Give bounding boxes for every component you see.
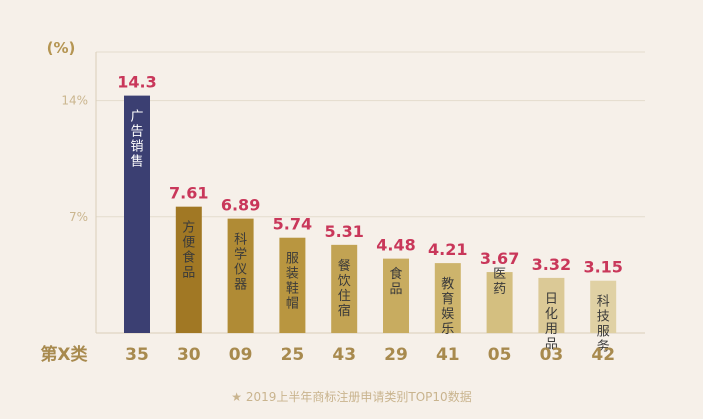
x-tick-label: 25 (281, 345, 305, 365)
y-tick-label: 7% (69, 210, 88, 224)
x-axis-title: 第X类 (40, 344, 88, 365)
axes: 14% 7% (%) 第X类 (40, 39, 645, 365)
unit-label: (%) (47, 39, 76, 57)
value-label: 3.67 (480, 249, 519, 268)
value-label: 3.15 (583, 258, 622, 277)
x-tick-label: 41 (436, 345, 460, 365)
bar-43 (331, 244, 358, 333)
category-name: 服装鞋帽 (286, 252, 299, 312)
bar-29 (383, 258, 409, 333)
x-tick-label: 05 (488, 345, 512, 365)
value-label: 4.21 (428, 240, 467, 259)
x-tick-label: 03 (540, 345, 564, 365)
x-tick-label: 35 (125, 345, 149, 365)
value-label: 5.74 (273, 215, 312, 234)
x-tick-label: 29 (384, 345, 408, 365)
category-name: 科技服务 (597, 295, 610, 355)
value-label: 3.32 (532, 255, 571, 274)
category-name: 医药 (493, 267, 506, 297)
bar-42 (590, 280, 617, 333)
category-name: 食品 (389, 266, 402, 297)
bar-30 (175, 206, 202, 333)
value-label: 4.48 (376, 236, 415, 255)
bar-series (124, 95, 617, 334)
value-label: 5.31 (324, 222, 363, 241)
bar-41 (434, 263, 461, 333)
category-name: 餐饮住宿 (338, 258, 351, 319)
category-name: 教育娱乐 (441, 276, 454, 337)
y-tick-label: 14% (61, 94, 88, 108)
category-name: 科学仪器 (234, 233, 247, 293)
bar-03 (538, 277, 565, 333)
x-tick-label: 30 (177, 345, 201, 365)
value-label: 6.89 (221, 196, 260, 215)
x-tick-label: 42 (591, 345, 615, 365)
bar-35 (124, 95, 150, 334)
bar-05 (486, 272, 513, 333)
category-name: 方便食品 (182, 220, 195, 281)
labels: 14.3 广告销售 35 7.61 方便食品 30 6.89 科学仪器 09 5.74 服装鞋帽 25… (117, 73, 623, 365)
value-label: 14.3 (117, 73, 156, 92)
category-name: 日化用品 (545, 292, 558, 352)
bar-09 (227, 218, 254, 333)
chart-caption: ★ 2019上半年商标注册申请类别TOP10数据 (231, 390, 472, 404)
bar-25 (279, 237, 306, 333)
category-name: 广告销售 (130, 110, 143, 170)
value-label: 7.61 (169, 184, 208, 203)
x-tick-label: 09 (229, 345, 253, 365)
x-tick-label: 43 (332, 345, 356, 365)
